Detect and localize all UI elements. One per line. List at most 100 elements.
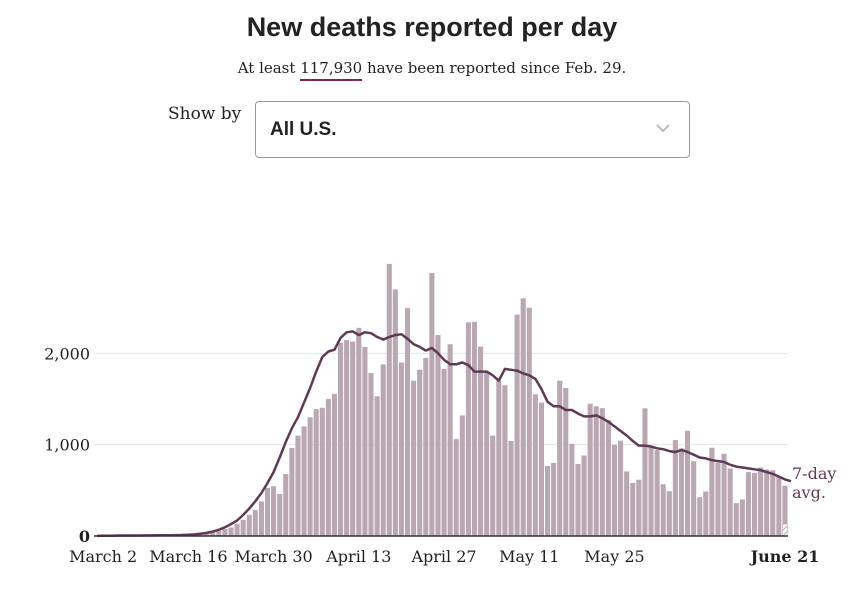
bar (581, 455, 587, 536)
bar (380, 364, 386, 536)
bar (697, 497, 703, 536)
x-tick-label: March 16 (149, 547, 227, 566)
subtitle-suffix: have been reported since Feb. 29. (362, 59, 627, 77)
bar (325, 399, 331, 536)
bar (575, 463, 581, 536)
bar (660, 484, 666, 536)
bar (739, 499, 745, 536)
bar (344, 340, 350, 536)
bar (624, 471, 630, 536)
bar (386, 263, 392, 536)
avg-series-label-line1: 7-day (792, 464, 836, 483)
bar (319, 407, 325, 536)
bar (557, 380, 563, 536)
bar (721, 453, 727, 536)
bar (453, 439, 459, 536)
bar (770, 470, 776, 536)
bar (465, 322, 471, 536)
bar (246, 514, 252, 536)
x-tick-label: May 25 (584, 547, 644, 566)
chart-subtitle: At least 117,930 have been reported sinc… (0, 59, 864, 81)
bar (758, 467, 764, 536)
bar (776, 476, 782, 536)
chart-title: New deaths reported per day (246, 12, 618, 42)
bar (514, 314, 520, 536)
axes: 0 1,000 2,000 March 2 March 16 March 30 April … (44, 344, 819, 566)
bar (447, 344, 453, 536)
region-select[interactable]: All U.S. (255, 101, 690, 158)
x-tick-label: March 2 (69, 547, 137, 566)
bar (252, 510, 258, 536)
x-tick-label: March 30 (234, 547, 312, 566)
bar (222, 529, 228, 536)
bar (745, 472, 751, 536)
bar (368, 373, 374, 536)
bar (258, 501, 264, 536)
bar (733, 503, 739, 536)
bar (678, 448, 685, 536)
bar (691, 461, 697, 536)
x-tick-label: May 11 (499, 547, 559, 566)
bar (502, 385, 508, 536)
bar (289, 447, 295, 536)
bar (648, 446, 654, 536)
bar (362, 346, 368, 536)
bar (715, 462, 721, 536)
bar (751, 472, 758, 536)
bar (764, 469, 770, 536)
bar (271, 486, 277, 536)
bar (313, 409, 319, 536)
bar (338, 342, 344, 536)
bar (563, 388, 569, 536)
bar (703, 491, 709, 536)
region-select-value: All U.S. (270, 119, 337, 140)
bar (471, 321, 478, 536)
bar (544, 466, 551, 536)
bar (569, 443, 575, 536)
bar (782, 485, 788, 536)
y-tick-label: 1,000 (44, 436, 90, 455)
bar (642, 408, 648, 536)
bar (404, 308, 411, 536)
bar (204, 532, 210, 536)
bar (441, 368, 447, 536)
bar (587, 403, 593, 536)
bar (264, 487, 271, 536)
bar (307, 417, 313, 536)
bar (532, 394, 538, 536)
y-tick-label: 2,000 (44, 344, 90, 363)
bar (331, 393, 338, 536)
partial-bar (782, 523, 788, 537)
bar (216, 531, 222, 536)
bar (301, 426, 307, 536)
y-tick-label: 0 (79, 527, 90, 546)
bar (398, 362, 404, 536)
bar (429, 272, 435, 536)
bar (496, 380, 502, 536)
bar (727, 468, 733, 536)
bar (417, 369, 423, 536)
death-count: 117,930 (300, 59, 363, 81)
bar (611, 444, 618, 536)
bar (374, 396, 380, 536)
x-tick-label: April 27 (410, 547, 476, 566)
bar (599, 408, 605, 536)
bar (666, 491, 672, 536)
bar (538, 402, 544, 536)
bar (490, 435, 496, 536)
bar (636, 479, 642, 536)
bars (100, 263, 788, 537)
x-tick-label: June 21 (749, 547, 820, 566)
bar (392, 289, 398, 536)
avg-series-label-line2: avg. (792, 483, 826, 502)
bar (526, 307, 532, 536)
bar (709, 447, 715, 536)
bar (411, 380, 417, 536)
bar (240, 519, 246, 536)
bar (350, 341, 356, 536)
bar (423, 357, 429, 536)
x-tick-label: April 13 (325, 547, 391, 566)
show-by-label: Show by (168, 104, 242, 124)
